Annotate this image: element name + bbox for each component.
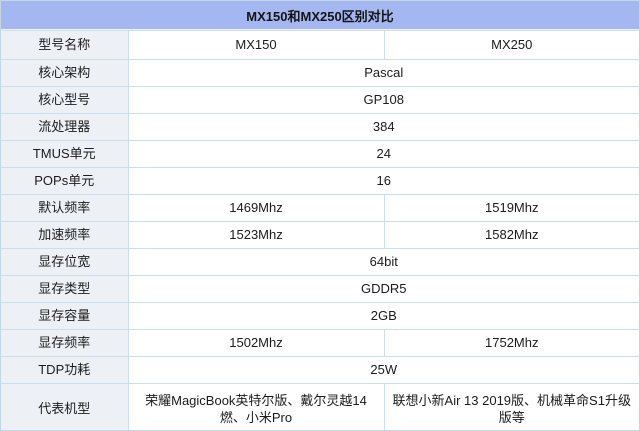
- row-label-cell: 核心架构: [1, 59, 129, 87]
- spec-table: 型号名称 MX150 MX250 核心架构 Pascal 核心型号 GP108 流处理器…: [1, 30, 639, 430]
- mx250-value-cell: 1519Mhz: [383, 194, 639, 222]
- shared-value-cell: 25W: [127, 356, 639, 384]
- row-label-cell: TMUS单元: [1, 140, 129, 168]
- mx250-value-cell: 1582Mhz: [383, 221, 639, 249]
- row-label-cell: 显存频率: [1, 329, 129, 357]
- row-label-cell: 显存容量: [1, 302, 129, 330]
- table-title: MX150和MX250区别对比: [1, 1, 639, 30]
- header-mx150-cell: MX150: [127, 30, 385, 60]
- row-label-cell: 显存类型: [1, 275, 129, 303]
- table-row: TDP功耗 25W: [1, 356, 639, 384]
- row-label-cell: POPs单元: [1, 167, 129, 195]
- table-row: 流处理器 384: [1, 113, 639, 141]
- shared-value-cell: 2GB: [127, 302, 639, 330]
- table-row: 显存容量 2GB: [1, 302, 639, 330]
- table-row: 显存位宽 64bit: [1, 248, 639, 276]
- shared-value-cell: Pascal: [127, 59, 639, 87]
- mx150-value-cell: 1502Mhz: [127, 329, 385, 357]
- table-row: 核心型号 GP108: [1, 86, 639, 114]
- mx250-value-cell: 联想小新Air 13 2019版、机械革命S1升级版等: [383, 383, 639, 430]
- mx150-value-cell: 荣耀MagicBook英特尔版、戴尔灵越14燃、小米Pro: [127, 383, 385, 430]
- row-label-cell: TDP功耗: [1, 356, 129, 384]
- table-row: POPs单元 16: [1, 167, 639, 195]
- row-label-cell: 默认频率: [1, 194, 129, 222]
- row-label-cell: 代表机型: [1, 383, 129, 430]
- shared-value-cell: 24: [127, 140, 639, 168]
- table-row: 核心架构 Pascal: [1, 59, 639, 87]
- table-row: 显存类型 GDDR5: [1, 275, 639, 303]
- header-mx250-cell: MX250: [383, 30, 639, 60]
- mx250-value-cell: 1752Mhz: [383, 329, 639, 357]
- shared-value-cell: 16: [127, 167, 639, 195]
- shared-value-cell: 384: [127, 113, 639, 141]
- row-label-cell: 流处理器: [1, 113, 129, 141]
- header-label-cell: 型号名称: [1, 30, 129, 60]
- table-row: TMUS单元 24: [1, 140, 639, 168]
- shared-value-cell: 64bit: [127, 248, 639, 276]
- table-row: 代表机型 荣耀MagicBook英特尔版、戴尔灵越14燃、小米Pro 联想小新Air…: [1, 383, 639, 430]
- table-row: 默认频率 1469Mhz 1519Mhz: [1, 194, 639, 222]
- table-row: 加速频率 1523Mhz 1582Mhz: [1, 221, 639, 249]
- shared-value-cell: GDDR5: [127, 275, 639, 303]
- row-label-cell: 加速频率: [1, 221, 129, 249]
- mx150-value-cell: 1523Mhz: [127, 221, 385, 249]
- row-label-cell: 核心型号: [1, 86, 129, 114]
- table-row: 显存频率 1502Mhz 1752Mhz: [1, 329, 639, 357]
- row-label-cell: 显存位宽: [1, 248, 129, 276]
- header-row: 型号名称 MX150 MX250: [1, 30, 639, 60]
- mx150-value-cell: 1469Mhz: [127, 194, 385, 222]
- shared-value-cell: GP108: [127, 86, 639, 114]
